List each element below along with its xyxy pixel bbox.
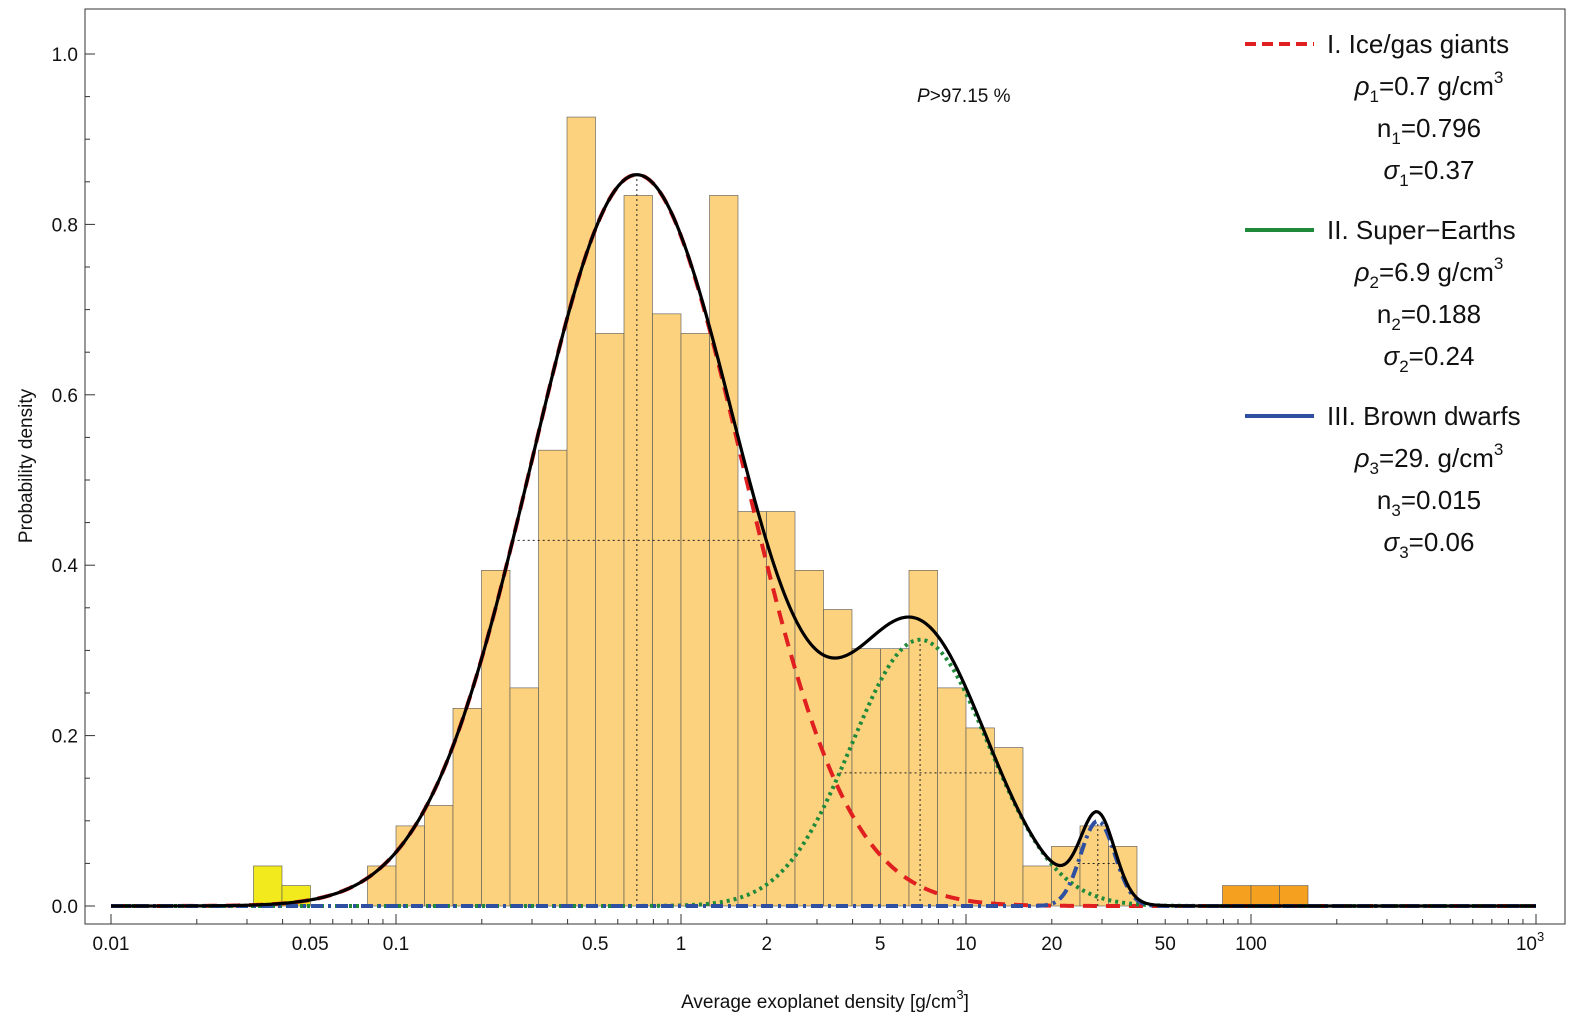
histogram-bar — [367, 865, 397, 907]
histogram-bar — [937, 687, 967, 907]
histogram-bar — [424, 805, 454, 907]
legend-parameter: ρ3=29. g/cm3 — [1354, 440, 1504, 478]
histogram-bar — [680, 333, 710, 907]
histogram-bar — [1051, 846, 1081, 907]
histogram-bar — [595, 333, 625, 907]
histogram-bar — [481, 570, 511, 907]
x-tick-label: 0.5 — [582, 934, 608, 955]
x-tick-label: 10 — [955, 934, 976, 955]
histogram-bar — [395, 825, 425, 907]
y-tick-label: 1.0 — [52, 45, 78, 66]
histogram-bar — [766, 511, 796, 907]
histogram-bar — [253, 865, 283, 907]
legend-entry-label: II. Super−Earths — [1327, 215, 1516, 245]
x-axis-label: Average exoplanet density [g/cm3] — [681, 987, 969, 1013]
histogram-bar — [509, 687, 539, 907]
legend-parameter: ρ1=0.7 g/cm3 — [1354, 68, 1504, 106]
histogram-bar — [623, 195, 653, 907]
plot-frame — [84, 8, 1566, 925]
histogram-bar — [737, 511, 767, 907]
x-tick-label: 50 — [1155, 934, 1176, 955]
probability-annotation: P>97.15 % — [917, 86, 1011, 107]
histogram-bar — [709, 195, 739, 907]
histogram-bar — [652, 313, 682, 907]
histogram-bar — [794, 570, 824, 907]
x-tick-label: 0.05 — [292, 934, 329, 955]
legend-entry-label: I. Ice/gas giants — [1327, 29, 1509, 59]
histogram-bar — [1022, 865, 1052, 907]
histogram-bar — [1079, 825, 1109, 907]
x-tick-label: 103 — [1516, 929, 1544, 955]
legend-parameter: ρ2=6.9 g/cm3 — [1354, 254, 1504, 292]
x-tick-label: 1 — [676, 934, 687, 955]
histogram-bar — [908, 570, 938, 907]
histogram-bar — [965, 727, 995, 907]
fit-curves — [111, 172, 1536, 908]
legend-parameter: n3=0.015 — [1377, 485, 1481, 520]
legend-parameter: σ1=0.37 — [1384, 155, 1475, 190]
histogram-bar — [1222, 885, 1252, 907]
x-tick-label: 5 — [875, 934, 886, 955]
legend-parameter: n1=0.796 — [1377, 113, 1481, 148]
x-tick-label: 20 — [1041, 934, 1062, 955]
legend-parameter: σ3=0.06 — [1384, 527, 1475, 562]
legend-parameter: n2=0.188 — [1377, 299, 1481, 334]
y-axis-label: Probability density — [16, 388, 37, 543]
x-tick-label: 0.1 — [383, 934, 409, 955]
guide-lines — [512, 174, 1118, 906]
total-fit-curve — [111, 173, 1536, 908]
y-tick-label: 0.4 — [52, 556, 79, 577]
histogram-bar — [1279, 885, 1309, 907]
legend: I. Ice/gas giants ρ1=0.7 g/cm3 n1=0.796 σ1=… — [1245, 29, 1521, 562]
y-tick-label: 0.2 — [52, 727, 78, 748]
histogram-bar — [538, 449, 568, 907]
x-axis: 0.01 0.05 0.1 0.5 1 2 5 10 20 50 100 103 — [93, 914, 1544, 955]
histogram-bars — [253, 116, 1309, 907]
x-tick-label: 2 — [762, 934, 773, 955]
y-tick-label: 0.0 — [52, 897, 78, 918]
histogram-bar — [1250, 885, 1280, 907]
histogram-bar — [994, 747, 1024, 907]
x-tick-label: 100 — [1235, 934, 1267, 955]
y-tick-label: 0.6 — [52, 386, 78, 407]
y-tick-label: 0.8 — [52, 215, 78, 236]
histogram-bar — [851, 648, 881, 907]
histogram-bar — [452, 708, 482, 907]
legend-entry-label: III. Brown dwarfs — [1327, 401, 1521, 431]
y-axis: 0.0 0.2 0.4 0.6 0.8 1.0 — [52, 45, 95, 918]
legend-parameter: σ2=0.24 — [1384, 341, 1475, 376]
x-tick-label: 0.01 — [93, 934, 130, 955]
